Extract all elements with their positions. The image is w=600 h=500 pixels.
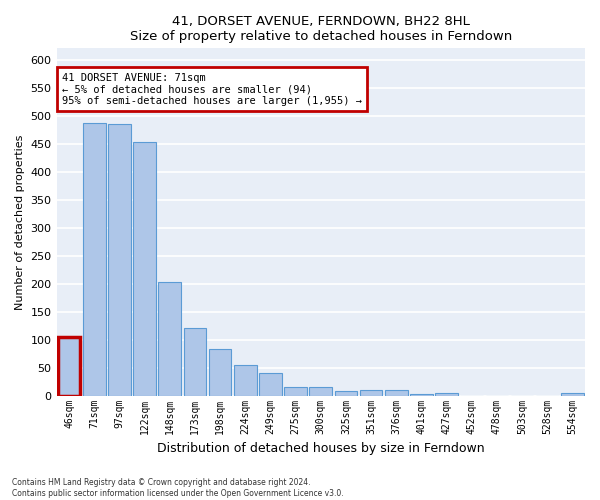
Bar <box>58 337 80 396</box>
Bar <box>360 390 382 396</box>
Bar <box>133 142 156 396</box>
Text: Contains HM Land Registry data © Crown copyright and database right 2024.
Contai: Contains HM Land Registry data © Crown c… <box>12 478 344 498</box>
Bar <box>385 390 407 396</box>
Bar <box>209 349 232 396</box>
Bar <box>259 373 282 396</box>
Bar <box>561 393 584 396</box>
Bar <box>284 387 307 396</box>
Bar <box>158 282 181 396</box>
Bar <box>310 387 332 396</box>
Bar <box>108 124 131 396</box>
X-axis label: Distribution of detached houses by size in Ferndown: Distribution of detached houses by size … <box>157 442 485 455</box>
Bar <box>184 328 206 396</box>
Bar <box>435 393 458 396</box>
Title: 41, DORSET AVENUE, FERNDOWN, BH22 8HL
Size of property relative to detached hous: 41, DORSET AVENUE, FERNDOWN, BH22 8HL Si… <box>130 15 512 43</box>
Text: 41 DORSET AVENUE: 71sqm
← 5% of detached houses are smaller (94)
95% of semi-det: 41 DORSET AVENUE: 71sqm ← 5% of detached… <box>62 72 362 106</box>
Bar <box>410 394 433 396</box>
Bar <box>83 123 106 396</box>
Bar <box>234 365 257 396</box>
Bar <box>335 391 357 396</box>
Y-axis label: Number of detached properties: Number of detached properties <box>15 134 25 310</box>
